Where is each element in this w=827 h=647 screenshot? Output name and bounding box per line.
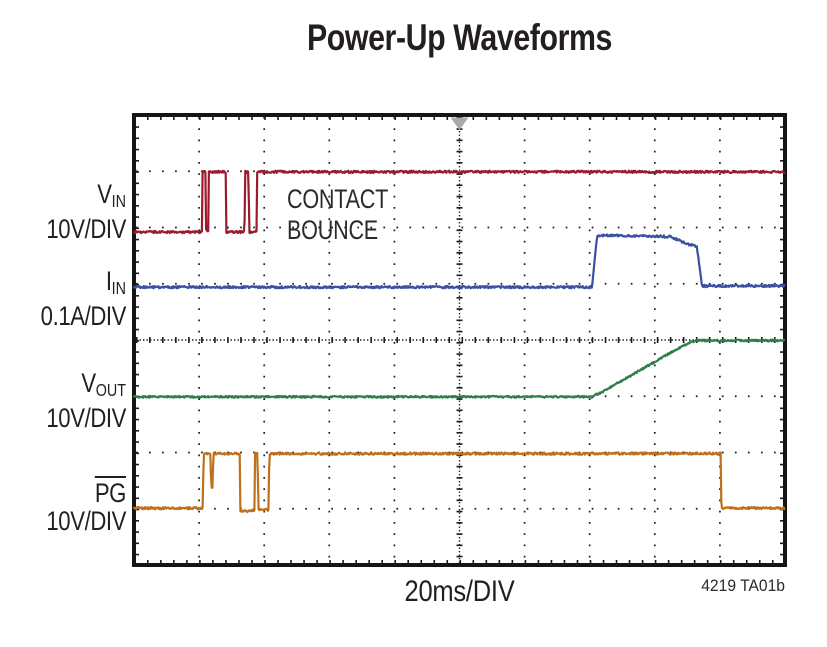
vout-scale: 10V/DIV (46, 403, 126, 433)
vout-symbol: VOUT (81, 368, 126, 400)
chart-title: Power-Up Waveforms (306, 17, 613, 58)
pg-scale: 10V/DIV (46, 506, 126, 536)
channel-label-iin: IIN 0.1A/DIV (23, 266, 127, 331)
trigger-marker-icon (450, 117, 469, 130)
trace-vout (132, 338, 786, 399)
x-axis-label: 20ms/DIV (404, 575, 515, 608)
channel-label-vout: VOUT 10V/DIV (23, 369, 126, 432)
trace-vin (132, 169, 786, 235)
vin-scale: 10V/DIV (46, 214, 126, 244)
figure-id: 4219 TA01b (701, 576, 785, 595)
trace-iin (132, 233, 786, 290)
contact-bounce-annotation: CONTACT BOUNCE (287, 184, 389, 245)
iin-symbol: IIN (105, 266, 126, 298)
channel-label-vin: VIN 10V/DIV (23, 180, 126, 243)
iin-scale: 0.1A/DIV (40, 301, 127, 331)
trace-pg (132, 451, 786, 514)
pg-symbol: PG (94, 478, 127, 508)
oscilloscope-plot (132, 113, 787, 567)
channel-label-pg: PG 10V/DIV (23, 479, 126, 535)
vin-symbol: VIN (97, 179, 126, 211)
